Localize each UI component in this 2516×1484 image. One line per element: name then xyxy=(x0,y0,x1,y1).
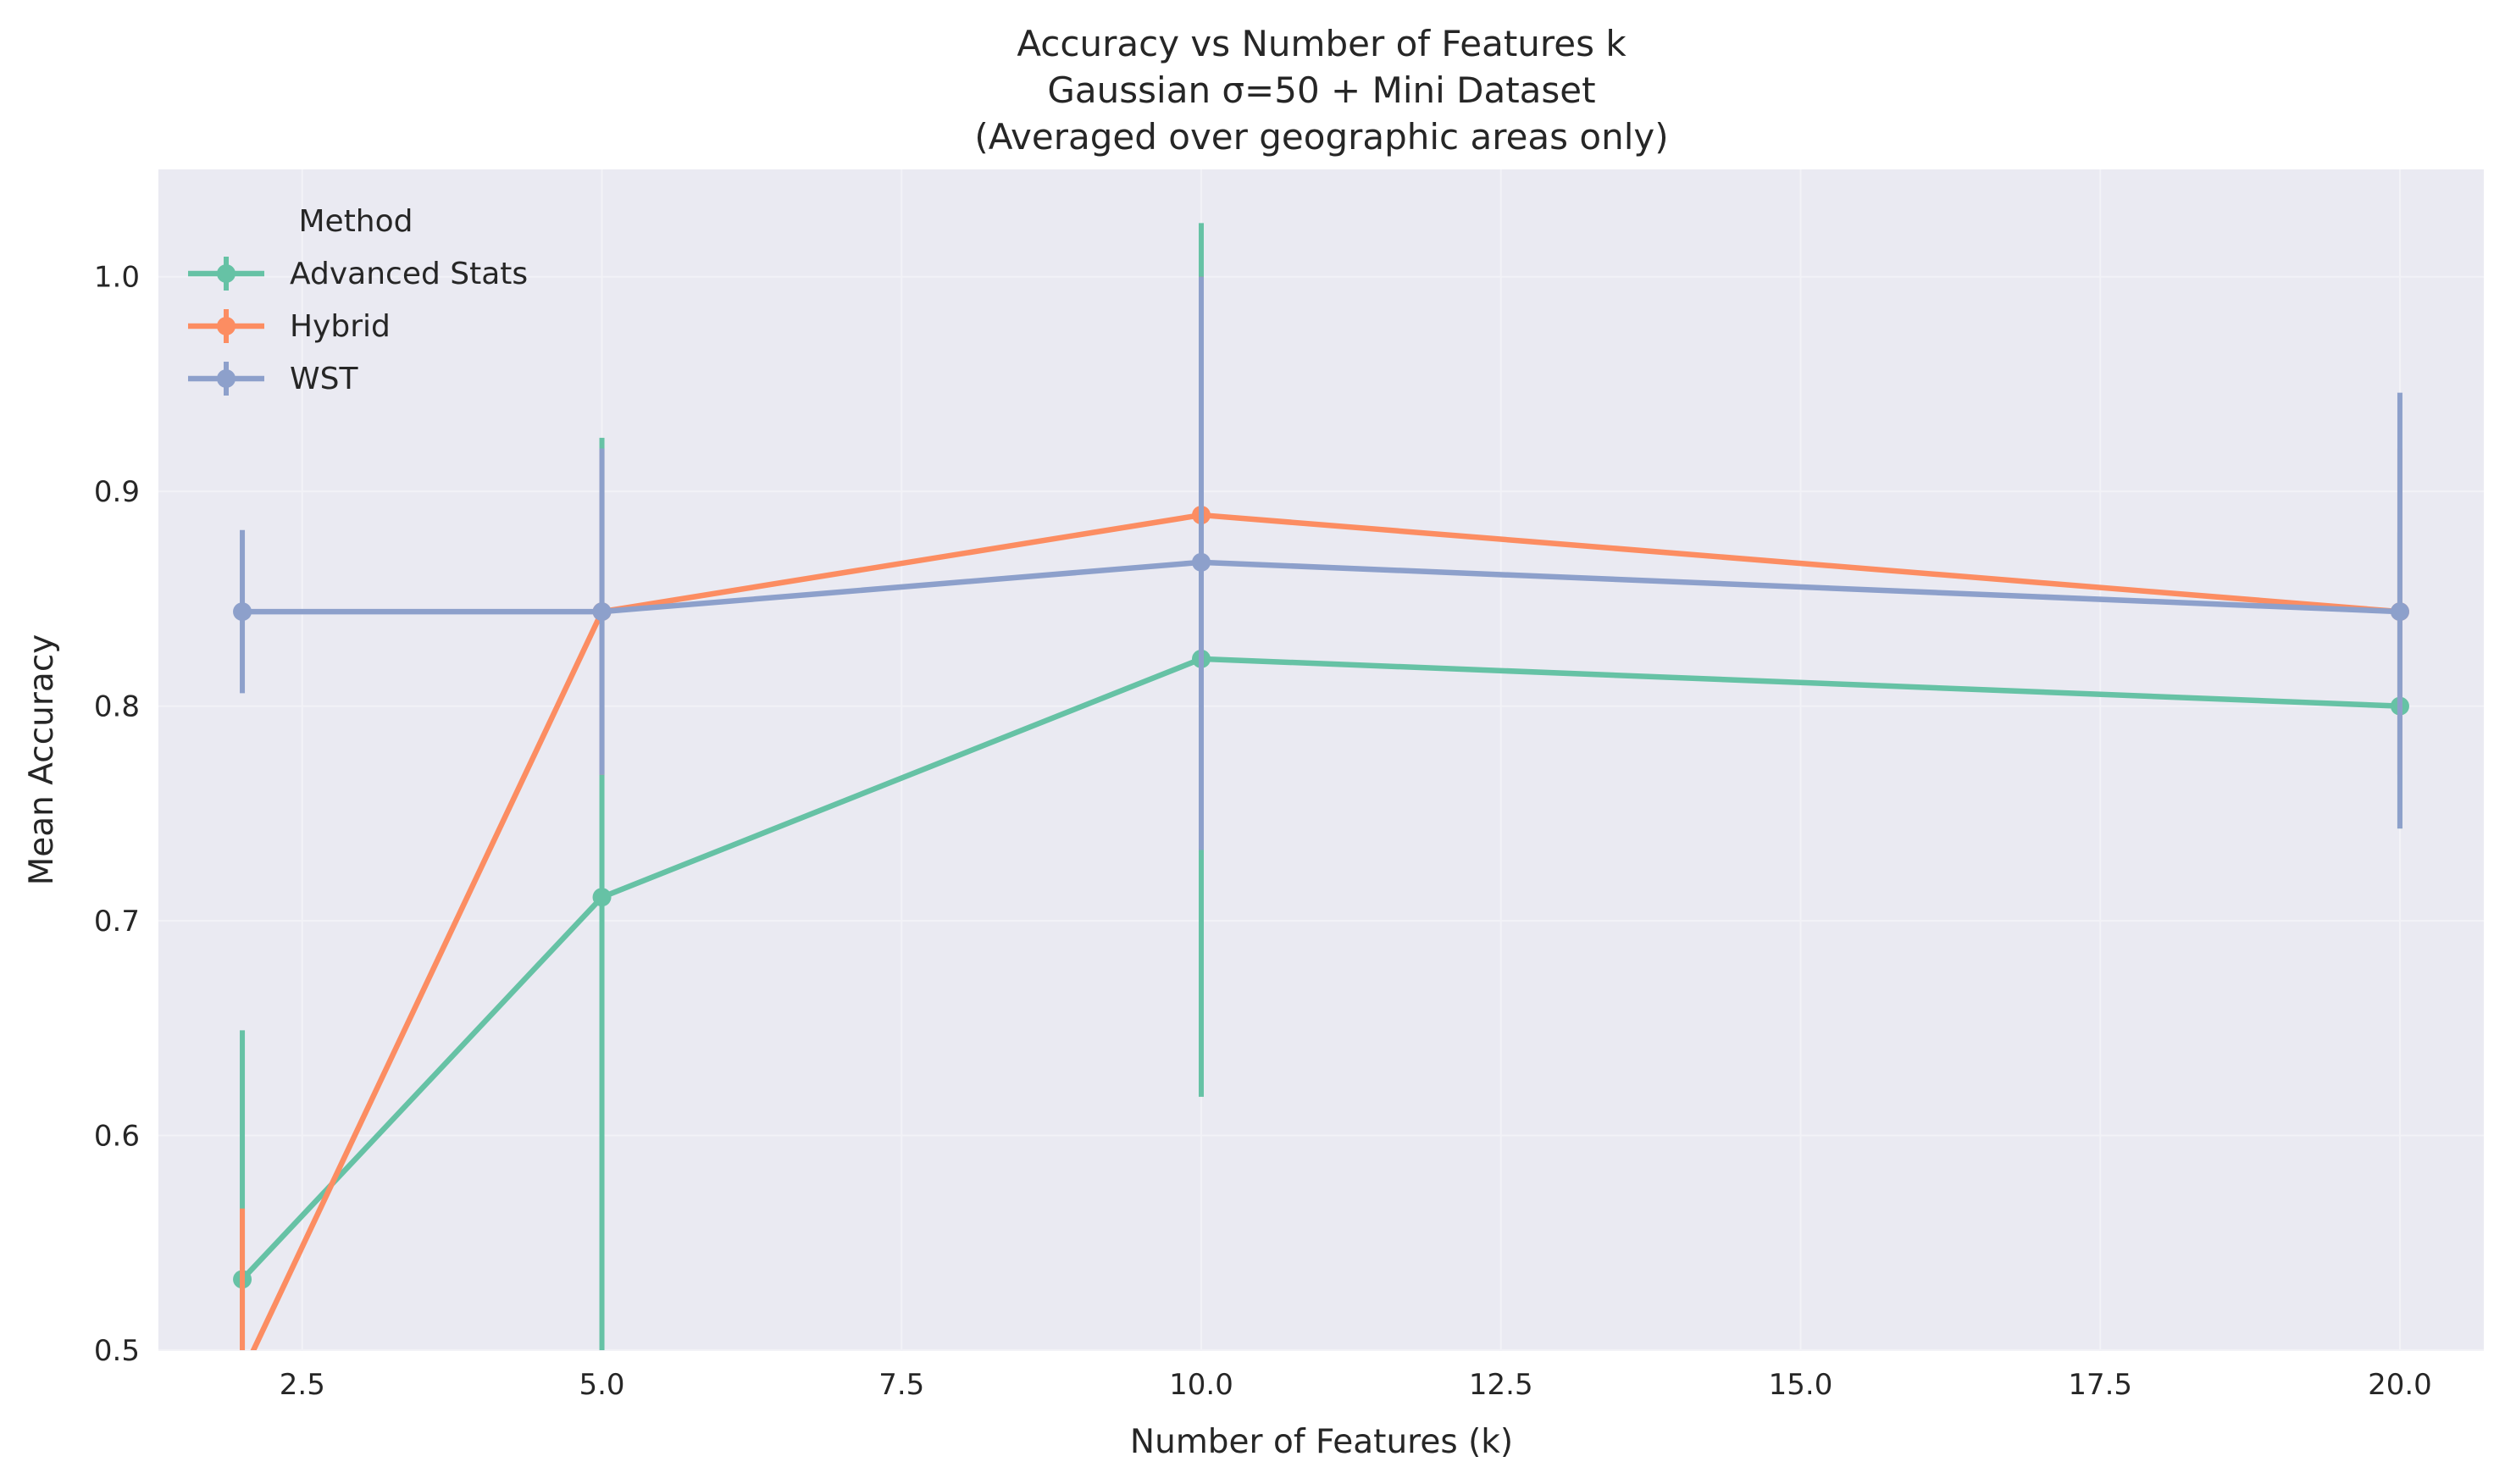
legend-item-hybrid: Hybrid xyxy=(188,309,391,344)
x-tick-label: 15.0 xyxy=(1769,1368,1833,1402)
y-axis-ticks: 0.5 0.6 0.7 0.8 0.9 1.0 xyxy=(94,261,140,1368)
x-tick-label: 20.0 xyxy=(2368,1368,2432,1402)
legend-title: Method xyxy=(298,204,413,239)
legend-item-advanced-stats: Advanced Stats xyxy=(188,257,528,291)
legend-label: Hybrid xyxy=(290,309,391,344)
legend: Method Advanced Stats Hybrid WST xyxy=(188,204,528,396)
series-wst xyxy=(233,276,2409,850)
y-tick-label: 0.5 xyxy=(94,1334,140,1368)
x-tick-label: 12.5 xyxy=(1469,1368,1533,1402)
legend-label: Advanced Stats xyxy=(290,257,528,291)
x-tick-label: 2.5 xyxy=(280,1368,325,1402)
data-point xyxy=(233,1365,252,1383)
legend-marker xyxy=(217,317,236,335)
data-point xyxy=(2390,602,2409,622)
series-line xyxy=(250,512,2403,1350)
legend-items: Advanced Stats Hybrid WST xyxy=(188,257,528,396)
y-tick-label: 1.0 xyxy=(94,261,140,295)
y-tick-label: 0.9 xyxy=(94,475,140,509)
y-tick-label: 0.6 xyxy=(94,1120,140,1154)
grid-lines xyxy=(158,169,2484,1351)
chart-title-line-2: Gaussian σ=50 + Mini Dataset xyxy=(1047,69,1595,111)
x-axis-ticks: 2.5 5.0 7.5 10.0 12.5 15.0 17.5 20.0 xyxy=(280,1368,2432,1402)
x-tick-label: 7.5 xyxy=(878,1368,924,1402)
plot-area xyxy=(158,169,2484,1350)
x-tick-label: 10.0 xyxy=(1169,1368,1233,1402)
chart-title-line-3: (Averaged over geographic areas only) xyxy=(974,116,1668,158)
x-axis-label: Number of Features (k) xyxy=(1130,1423,1513,1461)
legend-item-wst: WST xyxy=(188,362,358,396)
legend-marker xyxy=(217,264,236,283)
series-line xyxy=(239,656,2403,1282)
x-tick-label: 17.5 xyxy=(2068,1368,2132,1402)
data-point xyxy=(1192,552,1211,572)
chart-title-line-1: Accuracy vs Number of Features k xyxy=(1017,23,1627,64)
legend-marker xyxy=(217,369,236,388)
data-point xyxy=(592,602,612,622)
y-axis-label: Mean Accuracy xyxy=(23,634,61,886)
data-point xyxy=(233,602,252,622)
x-tick-label: 5.0 xyxy=(579,1368,624,1402)
y-tick-label: 0.8 xyxy=(94,690,140,724)
y-tick-label: 0.7 xyxy=(94,905,140,939)
legend-label: WST xyxy=(290,362,358,396)
series-layer xyxy=(233,223,2409,1383)
data-point xyxy=(592,888,612,907)
series-line xyxy=(239,559,2403,615)
